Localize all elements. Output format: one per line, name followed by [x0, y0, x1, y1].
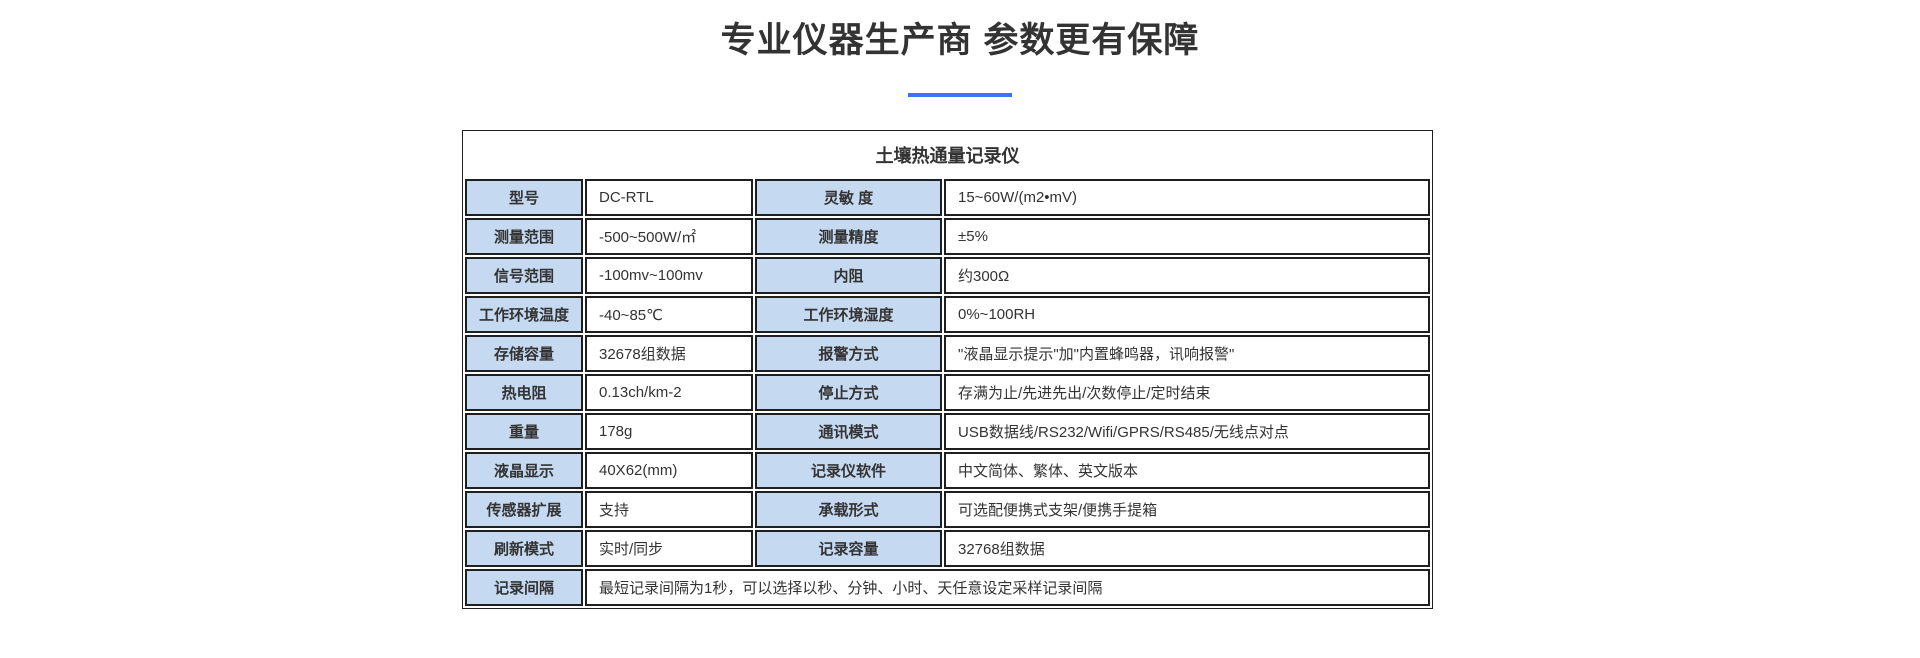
spec-label-cell: 液晶显示	[465, 452, 583, 489]
table-title: 土壤热通量记录仪	[875, 146, 1020, 166]
spec-label-cell: 内阻	[755, 257, 942, 294]
spec-value-cell: 32768组数据	[944, 530, 1430, 567]
spec-value-cell: USB数据线/RS232/Wifi/GPRS/RS485/无线点对点	[944, 413, 1430, 450]
spec-value-cell: 支持	[585, 491, 753, 528]
spec-label-cell: 记录间隔	[465, 569, 583, 606]
table-title-row: 土壤热通量记录仪	[465, 133, 1430, 177]
table-row: 型号 DC-RTL 灵敏 度 15~60W/(m2•mV)	[465, 179, 1430, 216]
table-row: 刷新模式 实时/同步 记录容量 32768组数据	[465, 530, 1430, 567]
spec-value-cell: 实时/同步	[585, 530, 753, 567]
spec-label-cell: 记录仪软件	[755, 452, 942, 489]
spec-value-cell: 0.13ch/km-2	[585, 374, 753, 411]
spec-label-cell: 型号	[465, 179, 583, 216]
spec-value-cell: -40~85℃	[585, 296, 753, 333]
spec-label-cell: 传感器扩展	[465, 491, 583, 528]
spec-value-cell-wide: 最短记录间隔为1秒，可以选择以秒、分钟、小时、天任意设定采样记录间隔	[585, 569, 1430, 606]
spec-value-cell: 32678组数据	[585, 335, 753, 372]
table-row: 热电阻 0.13ch/km-2 停止方式 存满为止/先进先出/次数停止/定时结束	[465, 374, 1430, 411]
spec-label-cell: 热电阻	[465, 374, 583, 411]
spec-value-cell: 40X62(mm)	[585, 452, 753, 489]
spec-value-cell: DC-RTL	[585, 179, 753, 216]
table-row: 测量范围 -500~500W/㎡ 测量精度 ±5%	[465, 218, 1430, 255]
spec-value-cell: 15~60W/(m2•mV)	[944, 179, 1430, 216]
spec-label-cell: 测量范围	[465, 218, 583, 255]
spec-label-cell: 承载形式	[755, 491, 942, 528]
spec-label-cell: 刷新模式	[465, 530, 583, 567]
spec-label-cell: 记录容量	[755, 530, 942, 567]
spec-label-cell: 工作环境温度	[465, 296, 583, 333]
spec-table-container: 土壤热通量记录仪 型号 DC-RTL 灵敏 度 15~60W/(m2•mV) 测…	[462, 130, 1433, 609]
table-row: 工作环境温度 -40~85℃ 工作环境湿度 0%~100RH	[465, 296, 1430, 333]
spec-table: 土壤热通量记录仪 型号 DC-RTL 灵敏 度 15~60W/(m2•mV) 测…	[462, 130, 1433, 609]
spec-value-cell: -100mv~100mv	[585, 257, 753, 294]
table-row: 传感器扩展 支持 承载形式 可选配便携式支架/便携手提箱	[465, 491, 1430, 528]
table-row-last: 记录间隔 最短记录间隔为1秒，可以选择以秒、分钟、小时、天任意设定采样记录间隔	[465, 569, 1430, 606]
spec-value-cell: -500~500W/㎡	[585, 218, 753, 255]
spec-label-cell: 工作环境湿度	[755, 296, 942, 333]
heading-underline-divider	[908, 93, 1012, 97]
spec-label-cell: 通讯模式	[755, 413, 942, 450]
spec-label-cell: 报警方式	[755, 335, 942, 372]
spec-value-cell: 存满为止/先进先出/次数停止/定时结束	[944, 374, 1430, 411]
spec-label-cell: 测量精度	[755, 218, 942, 255]
table-row: 存储容量 32678组数据 报警方式 "液晶显示提示"加"内置蜂鸣器，讯响报警"	[465, 335, 1430, 372]
spec-value-cell: "液晶显示提示"加"内置蜂鸣器，讯响报警"	[944, 335, 1430, 372]
spec-label-cell: 停止方式	[755, 374, 942, 411]
spec-value-cell: 约300Ω	[944, 257, 1430, 294]
spec-value-cell: ±5%	[944, 218, 1430, 255]
table-row: 重量 178g 通讯模式 USB数据线/RS232/Wifi/GPRS/RS48…	[465, 413, 1430, 450]
spec-label-cell: 存储容量	[465, 335, 583, 372]
spec-label-cell: 重量	[465, 413, 583, 450]
spec-label-cell: 灵敏 度	[755, 179, 942, 216]
spec-value-cell: 178g	[585, 413, 753, 450]
table-row: 液晶显示 40X62(mm) 记录仪软件 中文简体、繁体、英文版本	[465, 452, 1430, 489]
table-row: 信号范围 -100mv~100mv 内阻 约300Ω	[465, 257, 1430, 294]
page-heading: 专业仪器生产商 参数更有保障	[720, 21, 1200, 60]
spec-value-cell: 中文简体、繁体、英文版本	[944, 452, 1430, 489]
spec-value-cell: 可选配便携式支架/便携手提箱	[944, 491, 1430, 528]
spec-value-cell: 0%~100RH	[944, 296, 1430, 333]
spec-label-cell: 信号范围	[465, 257, 583, 294]
